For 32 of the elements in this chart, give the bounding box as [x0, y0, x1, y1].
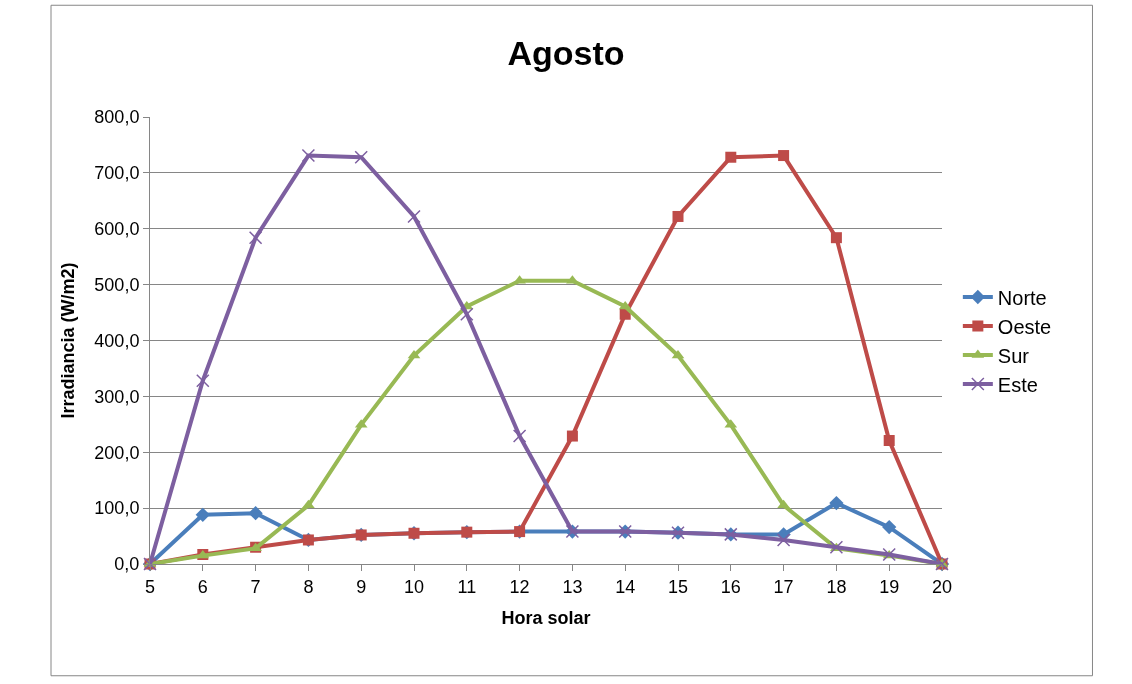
y-tick-label: 600,0	[94, 219, 140, 240]
x-tick-label: 13	[562, 576, 583, 597]
chart-title: Agosto	[507, 33, 625, 72]
x-tick-label: 6	[197, 576, 208, 597]
y-tick-label: 0,0	[114, 554, 140, 575]
x-tick-label: 8	[303, 576, 314, 597]
legend-label: Sur	[997, 344, 1030, 367]
y-tick-label: 700,0	[94, 163, 140, 184]
x-tick-label: 5	[144, 576, 156, 597]
legend-label: Oeste	[997, 315, 1052, 338]
y-tick-label: 300,0	[94, 386, 140, 407]
legend-label: Este	[997, 373, 1038, 396]
x-tick-label: 9	[356, 576, 367, 597]
x-tick-label: 10	[403, 576, 425, 597]
x-tick-label: 7	[250, 576, 261, 597]
legend-label: Norte	[997, 286, 1047, 309]
y-tick-label: 100,0	[94, 498, 140, 519]
x-tick-label: 12	[509, 576, 530, 597]
x-tick-label: 19	[879, 576, 900, 597]
y-tick-label: 800,0	[94, 107, 140, 128]
x-tick-label: 18	[826, 576, 847, 597]
x-tick-label: 20	[931, 576, 953, 597]
x-tick-label: 15	[667, 576, 689, 597]
x-tick-label: 16	[720, 576, 741, 597]
x-tick-label: 11	[457, 576, 477, 597]
y-axis-title: Irradiancia (W/m2)	[57, 262, 78, 419]
x-axis-title: Hora solar	[501, 607, 591, 628]
x-tick-label: 14	[615, 576, 636, 597]
x-tick-label: 17	[773, 576, 794, 597]
y-tick-label: 400,0	[94, 330, 140, 351]
y-tick-label: 500,0	[94, 274, 140, 295]
y-tick-label: 200,0	[94, 442, 140, 463]
